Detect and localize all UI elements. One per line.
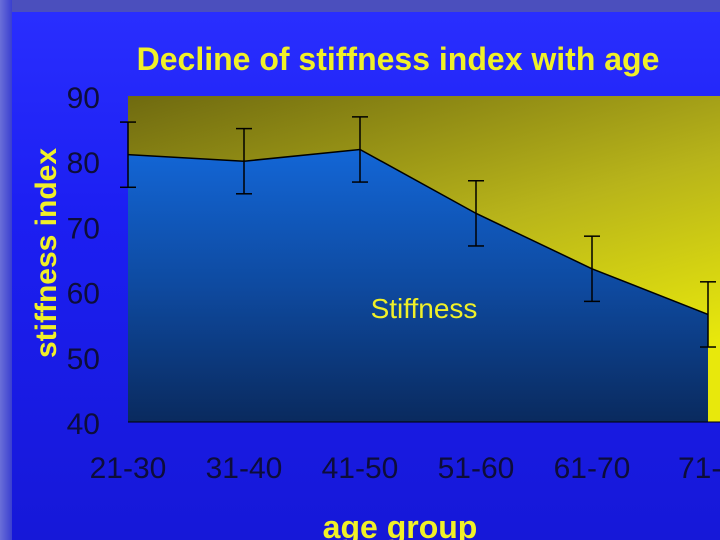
slide-top-strip bbox=[0, 0, 720, 12]
y-axis-label: stiffness index bbox=[30, 148, 63, 358]
y-ticks: 90 80 70 60 50 40 bbox=[67, 82, 100, 441]
error-bar-51-60 bbox=[468, 180, 484, 247]
x-ticks: 21-30 31-40 41-50 51-60 61-70 71-8 bbox=[90, 452, 720, 485]
y-tick-50: 50 bbox=[67, 343, 100, 376]
y-tick-90: 90 bbox=[67, 82, 100, 115]
error-bar-41-50 bbox=[352, 116, 368, 183]
series-label-stiffness: Stiffness bbox=[371, 293, 478, 324]
slide-left-strip bbox=[0, 0, 12, 540]
y-tick-80: 80 bbox=[67, 147, 100, 180]
x-tick-71-8: 71-8 bbox=[678, 452, 720, 485]
error-bar-21-30 bbox=[120, 121, 136, 189]
chart-title: Decline of stiffness index with age bbox=[137, 41, 660, 77]
error-bars bbox=[120, 116, 716, 348]
y-tick-40: 40 bbox=[67, 408, 100, 441]
x-tick-61-70: 61-70 bbox=[554, 452, 631, 485]
x-tick-51-60: 51-60 bbox=[438, 452, 515, 485]
error-bar-71-8 bbox=[700, 281, 716, 348]
x-tick-41-50: 41-50 bbox=[322, 452, 399, 485]
x-tick-21-30: 21-30 bbox=[90, 452, 167, 485]
stiffness-line bbox=[127, 148, 709, 316]
stiffness-area bbox=[128, 149, 708, 423]
y-tick-70: 70 bbox=[67, 212, 100, 245]
x-tick-31-40: 31-40 bbox=[206, 452, 283, 485]
x-axis-label: age group bbox=[323, 509, 478, 540]
error-bar-31-40 bbox=[236, 127, 252, 195]
error-bar-61-70 bbox=[584, 235, 600, 303]
y-tick-60: 60 bbox=[67, 278, 100, 311]
